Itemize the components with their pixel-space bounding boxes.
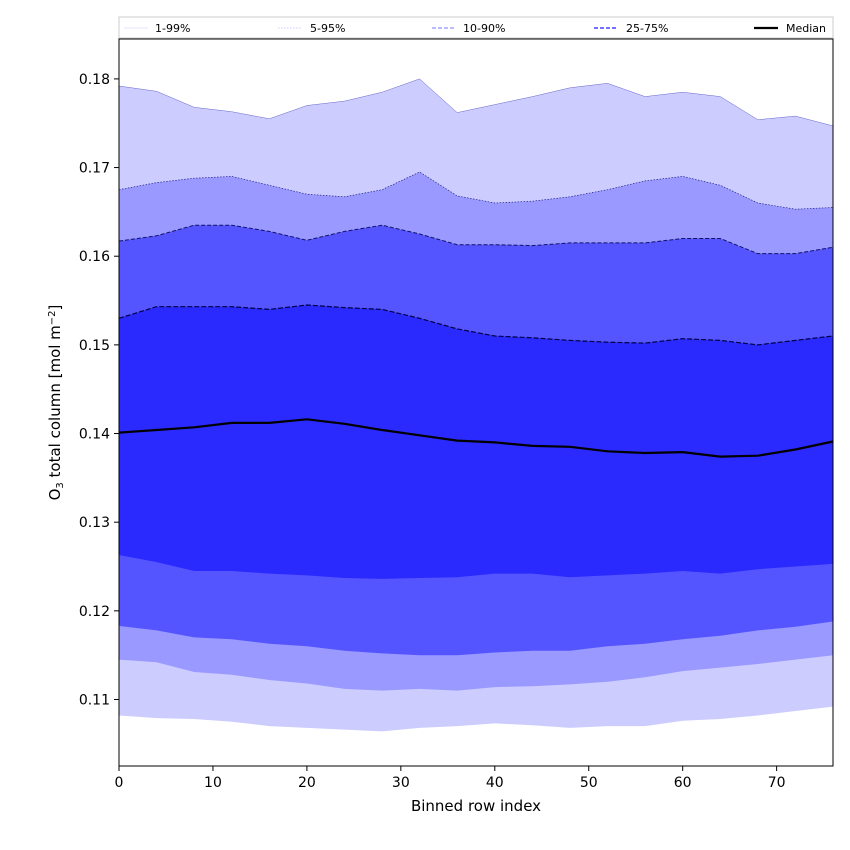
- x-tick-label: 10: [204, 775, 222, 791]
- legend-label: Median: [786, 22, 826, 35]
- x-axis-ticks: 0 10 20 30 40 50 60 70: [115, 766, 786, 791]
- edge-90: [118, 224, 834, 255]
- x-tick-label: 30: [392, 775, 410, 791]
- band-edges: [118, 78, 834, 346]
- x-tick-label: 70: [768, 775, 786, 791]
- y-axis-ticks: 0.11 0.12 0.13 0.14 0.15 0.16 0.17 0.18: [79, 72, 119, 709]
- y-tick-label: 0.18: [79, 72, 110, 88]
- y-axis-label-prefix: O: [46, 489, 64, 501]
- edge-95: [118, 171, 834, 210]
- y-axis-label-suffix: ]: [46, 305, 64, 311]
- x-tick-label: 60: [674, 775, 692, 791]
- x-axis-label: Binned row index: [411, 797, 541, 815]
- y-tick-label: 0.11: [79, 693, 110, 709]
- legend-label: 5-95%: [310, 22, 345, 35]
- y-axis-label-middle: total column [mol m: [46, 325, 64, 482]
- x-tick-label: 40: [486, 775, 504, 791]
- x-tick-label: 50: [580, 775, 598, 791]
- y-tick-label: 0.13: [79, 515, 110, 531]
- y-axis-label-superscript: −2: [47, 310, 58, 325]
- plot-frame: [118, 38, 834, 767]
- x-tick-label: 20: [298, 775, 316, 791]
- median-series: [118, 418, 834, 458]
- legend-box: [118, 16, 834, 39]
- legend: 1-99% 5-95% 10-90% 25-75% Median: [118, 16, 834, 39]
- legend-label: 25-75%: [626, 22, 668, 35]
- y-tick-label: 0.17: [79, 161, 110, 177]
- y-tick-label: 0.12: [79, 604, 110, 620]
- y-tick-label: 0.15: [79, 338, 110, 354]
- x-tick-label: 0: [115, 775, 124, 791]
- legend-label: 10-90%: [463, 22, 505, 35]
- edge-99: [118, 78, 834, 127]
- y-axis-label-subscript: 3: [55, 482, 66, 488]
- edge-75: [118, 304, 834, 346]
- median-line: [118, 418, 834, 458]
- y-axis-label: O3 total column [mol m−2]: [46, 305, 66, 501]
- y-tick-label: 0.16: [79, 249, 110, 265]
- legend-label: 1-99%: [155, 22, 190, 35]
- y-tick-label: 0.14: [79, 427, 110, 443]
